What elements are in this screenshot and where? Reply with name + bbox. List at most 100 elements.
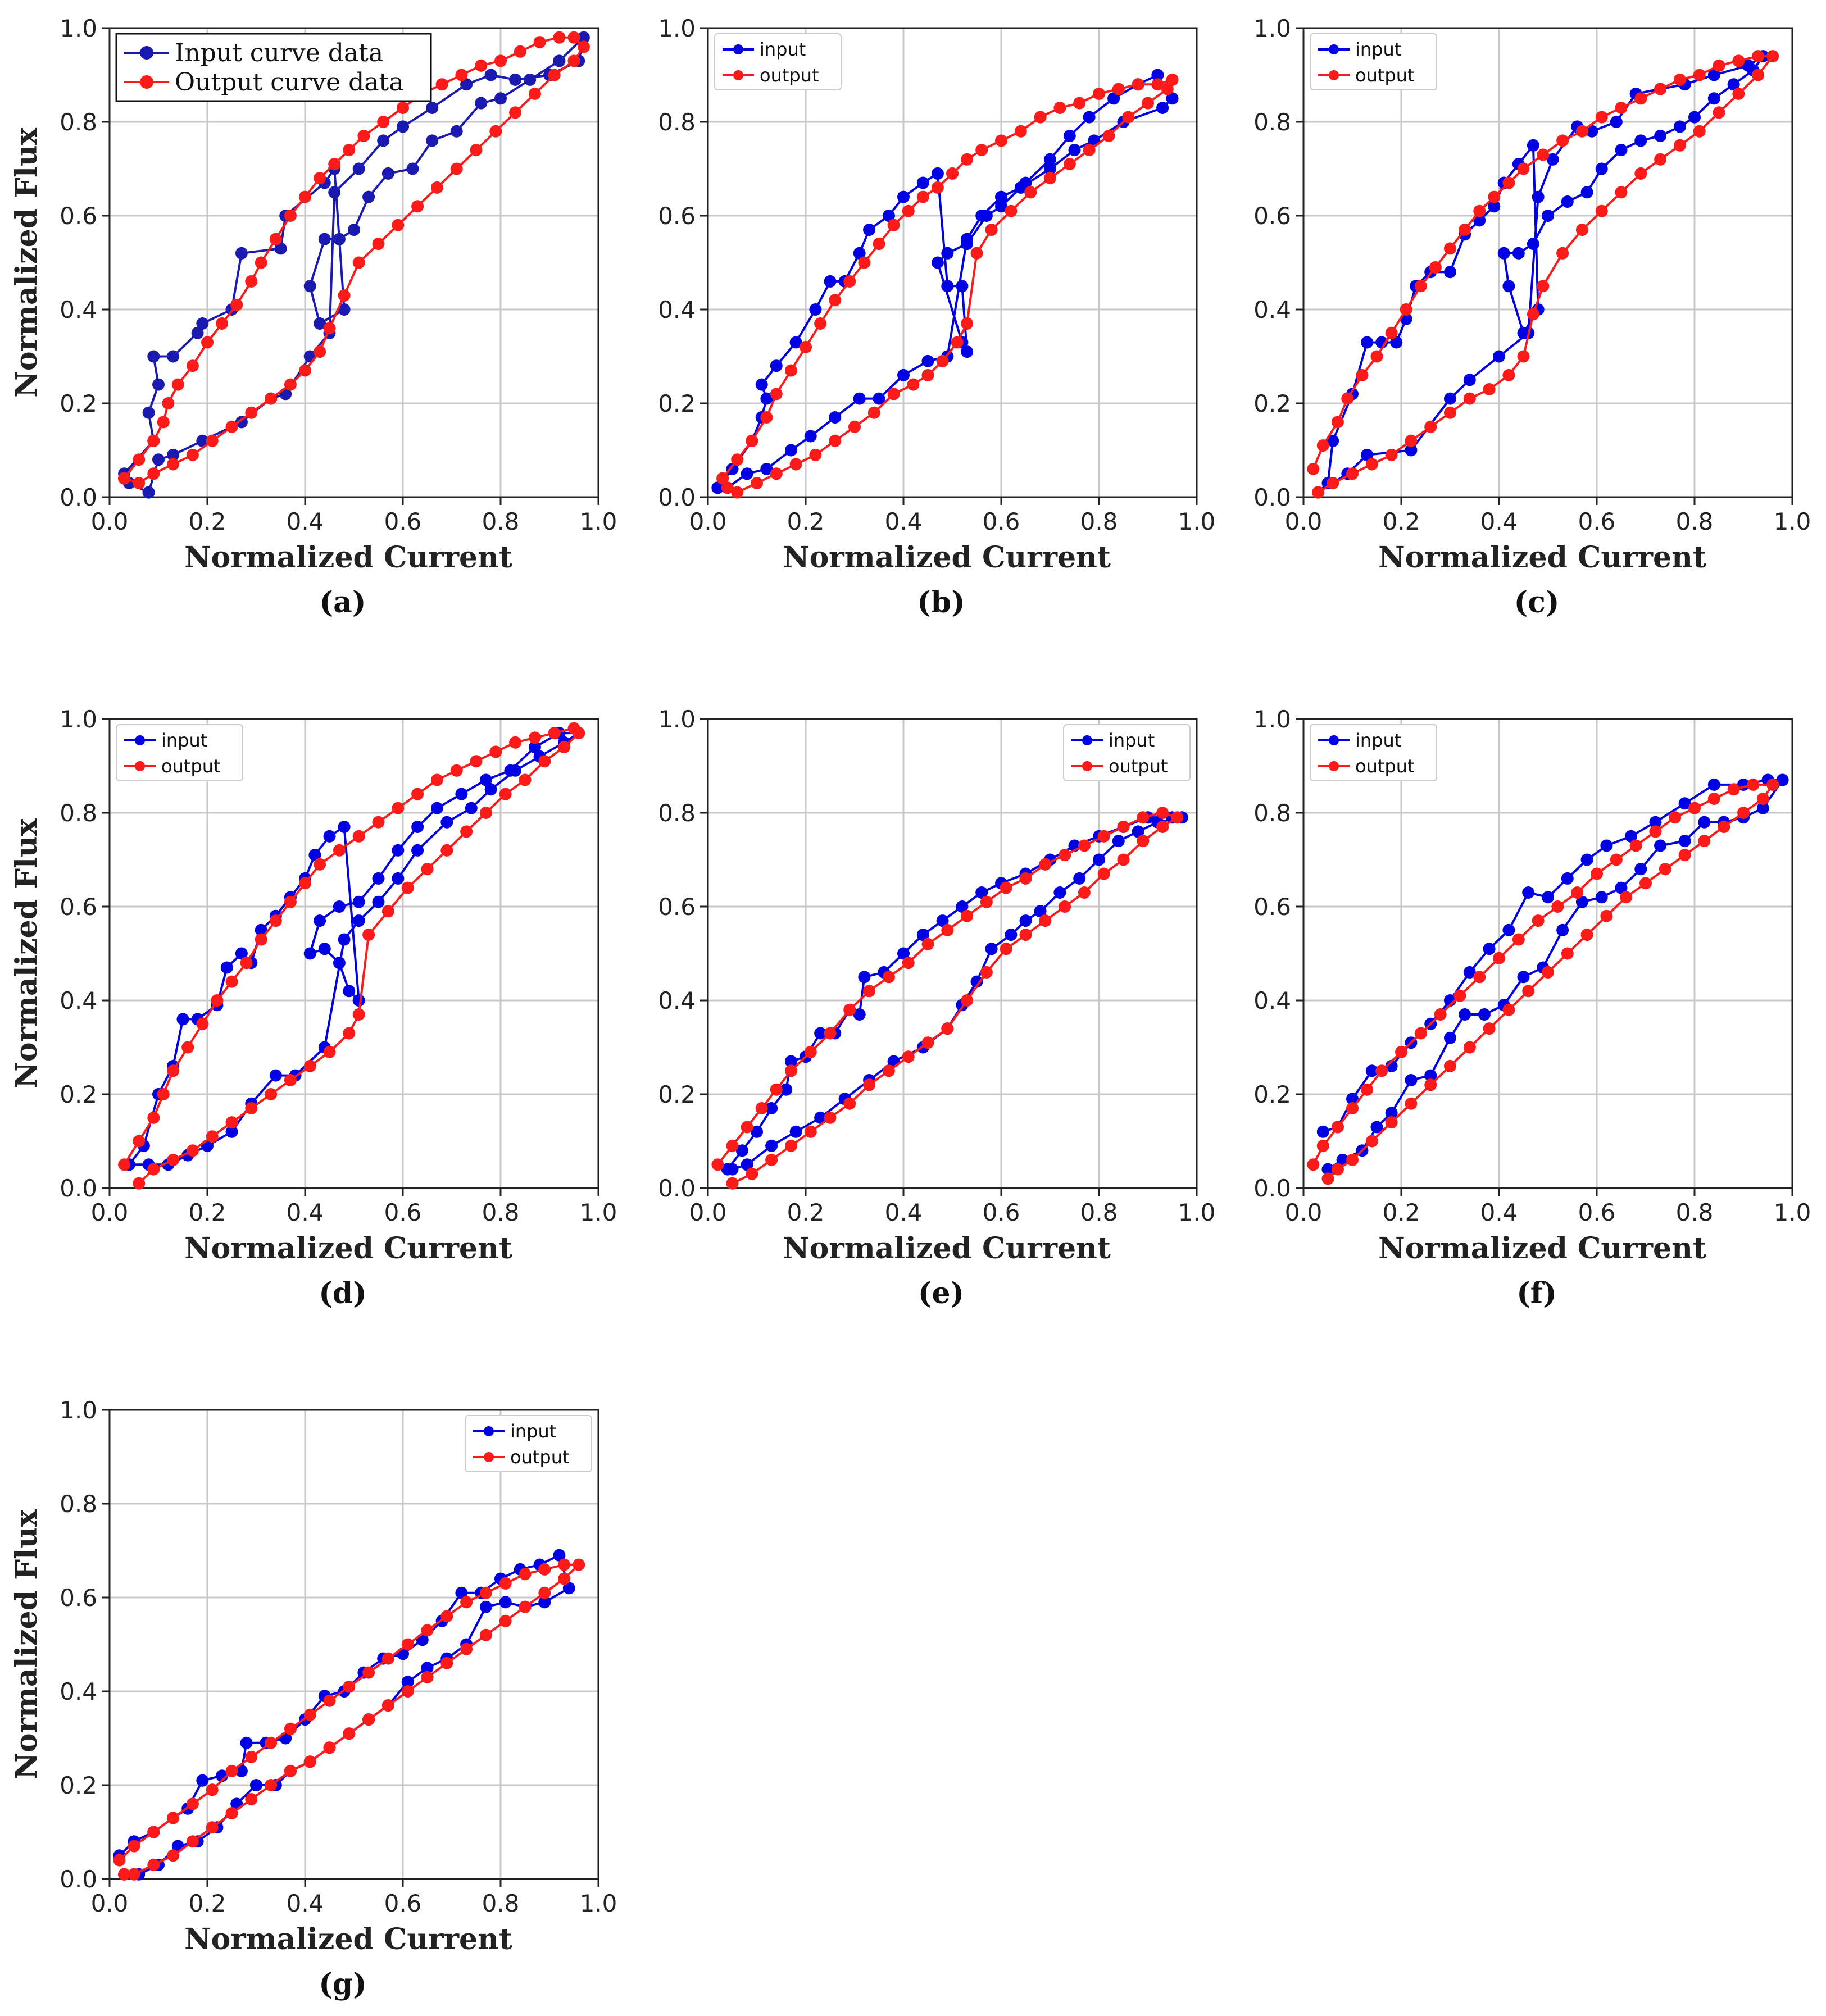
data-point-output (887, 388, 900, 401)
data-point-input (372, 872, 385, 885)
panel-label: (b) (917, 585, 965, 620)
data-point-input (956, 280, 969, 293)
data-point-output (1444, 406, 1456, 419)
data-point-input (152, 453, 165, 466)
data-point-output (167, 1064, 180, 1077)
data-point-output (499, 788, 512, 800)
data-point-input (308, 849, 321, 862)
data-point-output (299, 190, 311, 203)
data-point-output (829, 294, 842, 307)
data-point-input (1595, 891, 1608, 904)
data-point-output (1669, 811, 1682, 824)
data-point-output (1639, 877, 1652, 890)
data-point-output (314, 858, 326, 871)
data-point-input (711, 481, 724, 494)
data-point-input (362, 190, 375, 203)
data-point-input (255, 923, 267, 936)
data-point-output (858, 256, 871, 269)
data-point-input (553, 1549, 566, 1562)
data-point-output (392, 219, 405, 231)
data-point-output (494, 54, 507, 67)
y-tick-label: 0.2 (60, 390, 97, 417)
data-point-output (1137, 811, 1150, 824)
data-point-input (1610, 116, 1623, 128)
data-point-input (499, 1596, 512, 1609)
data-point-output (1156, 821, 1169, 833)
x-tick-label: 1.0 (1774, 508, 1811, 535)
y-tick-label: 0.0 (60, 1865, 97, 1893)
data-point-input (235, 947, 248, 960)
data-point-output (746, 434, 758, 447)
x-tick-label: 0.2 (1383, 1199, 1420, 1226)
data-point-output (882, 1064, 895, 1077)
data-point-output (284, 1722, 297, 1735)
data-point-input (142, 486, 155, 499)
data-point-output (186, 359, 199, 372)
data-point-output (1527, 308, 1539, 321)
data-point-output (1459, 224, 1471, 236)
data-point-input (1575, 895, 1588, 908)
data-point-input (789, 336, 802, 349)
panel-label: (a) (320, 585, 366, 620)
legend-swatch-marker (733, 44, 743, 54)
y-axis-title: Normalized Flux (10, 1509, 44, 1779)
data-point-output (1752, 69, 1765, 81)
data-point-input (780, 1083, 793, 1096)
data-point-output (401, 1685, 414, 1698)
data-point-output (1575, 125, 1588, 138)
x-tick-label: 0.2 (787, 1199, 825, 1226)
data-point-output (147, 1163, 160, 1176)
data-point-input (1044, 162, 1056, 175)
data-point-output (1737, 807, 1750, 819)
data-point-output (1673, 73, 1686, 86)
data-point-input (1512, 247, 1525, 260)
data-point-output (804, 1125, 817, 1138)
data-point-output (147, 434, 160, 447)
data-point-output (873, 238, 885, 251)
y-axis-title: Normalized Flux (10, 818, 44, 1088)
data-point-output (245, 406, 258, 419)
data-point-output (421, 1671, 434, 1683)
data-point-output (931, 181, 944, 194)
data-point-output (1102, 130, 1115, 142)
data-point-input (1756, 802, 1769, 814)
data-point-output (284, 210, 297, 222)
data-point-output (167, 458, 180, 471)
data-point-output (902, 957, 915, 970)
x-tick-label: 0.2 (1383, 508, 1420, 535)
data-point-input (1424, 1069, 1437, 1082)
data-point-output (186, 448, 199, 461)
data-point-output (1370, 350, 1383, 363)
data-point-output (1595, 204, 1608, 217)
data-point-input (1624, 830, 1637, 843)
data-point-output (824, 1111, 837, 1124)
data-point-output (206, 1130, 219, 1143)
data-point-output (411, 200, 424, 213)
data-point-output (1034, 111, 1047, 124)
data-point-output (921, 938, 934, 950)
x-tick-label: 0.0 (689, 508, 727, 535)
data-point-output (760, 411, 773, 424)
series-group (711, 807, 1188, 1190)
data-point-input (789, 1125, 802, 1138)
y-tick-label: 0.6 (658, 202, 696, 230)
y-tick-label: 0.2 (60, 1081, 97, 1108)
data-point-output (902, 1050, 915, 1063)
y-tick-label: 1.0 (1253, 15, 1291, 42)
data-point-input (411, 821, 424, 833)
data-point-input (735, 1144, 748, 1157)
data-point-input (985, 943, 998, 955)
y-tick-label: 0.2 (60, 1772, 97, 1799)
legend-swatch-marker (484, 1452, 494, 1462)
data-point-output (509, 736, 522, 749)
data-point-output (1395, 1045, 1407, 1058)
data-point-input (323, 830, 336, 843)
x-tick-label: 0.8 (482, 508, 520, 535)
data-point-input (1361, 448, 1374, 461)
data-point-output (147, 1826, 160, 1838)
data-point-output (1766, 778, 1779, 791)
data-point-output (411, 788, 424, 800)
data-point-input (1707, 92, 1720, 105)
data-point-input (1493, 350, 1505, 363)
